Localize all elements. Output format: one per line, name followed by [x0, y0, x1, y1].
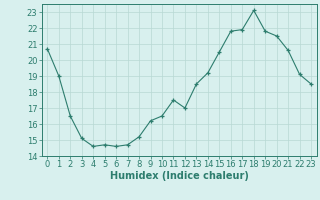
X-axis label: Humidex (Indice chaleur): Humidex (Indice chaleur)	[110, 171, 249, 181]
